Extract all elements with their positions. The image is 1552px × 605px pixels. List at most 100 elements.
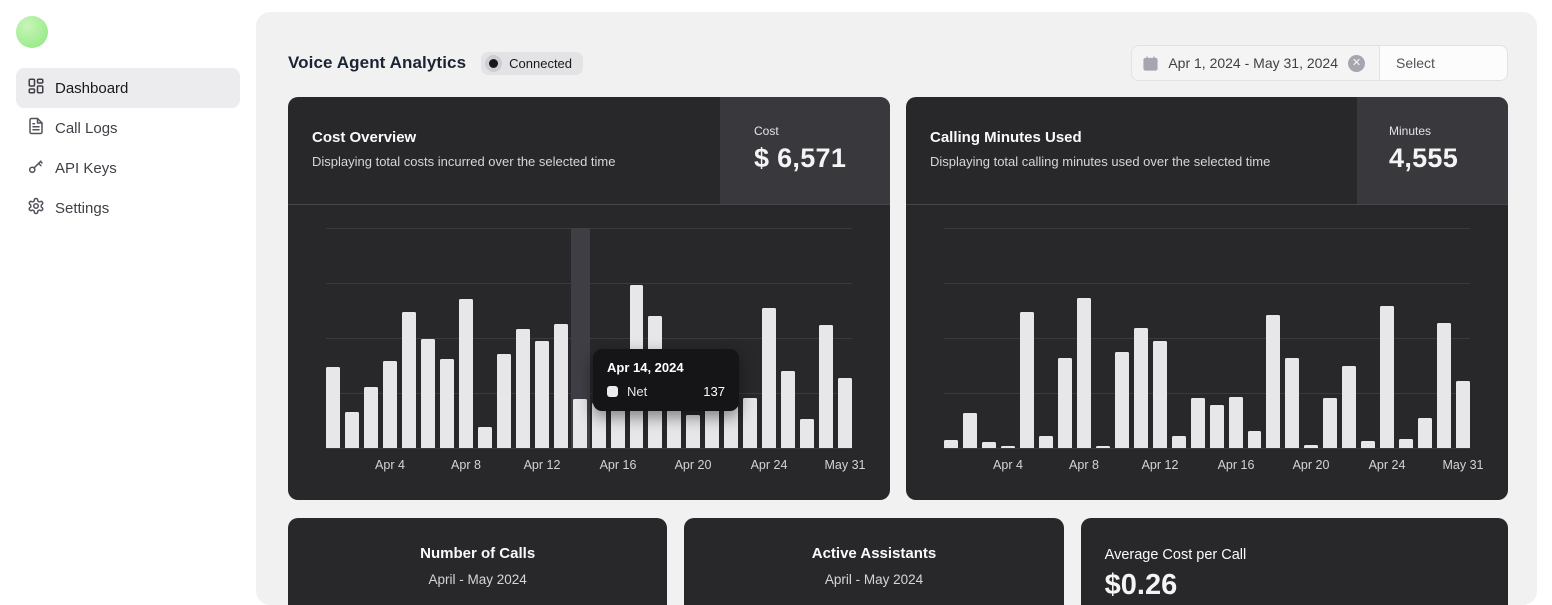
bar-apr-22[interactable] — [1342, 366, 1357, 448]
summary-title: Active Assistants — [811, 545, 937, 562]
bar-apr-1[interactable] — [944, 439, 958, 448]
avatar[interactable] — [16, 16, 48, 48]
bar-apr-12[interactable] — [534, 340, 549, 448]
sidebar-item-dashboard[interactable]: Dashboard — [16, 68, 240, 108]
summary-title: Average Cost per Call — [1104, 547, 1247, 563]
bar-apr-23[interactable] — [743, 398, 758, 448]
date-range-picker[interactable]: Apr 1, 2024 - May 31, 2024 ✕ — [1132, 46, 1379, 80]
x-tick-label: Apr 8 — [1069, 458, 1099, 472]
number-of-calls-card: Number of Calls April - May 2024 — [288, 518, 668, 605]
bar-apr-3[interactable] — [981, 442, 996, 448]
minutes-bar-chart[interactable]: Apr 4 Apr 8 Apr 12 Apr 16 Apr 20 Apr 24 May 31 — [906, 205, 1508, 500]
bar-apr-15[interactable] — [591, 403, 606, 448]
bar-apr-4[interactable] — [1000, 445, 1015, 448]
bar-apr-17[interactable] — [1247, 431, 1262, 448]
bar-apr-12[interactable] — [1152, 341, 1167, 448]
bar-apr-7[interactable] — [439, 358, 454, 448]
bar-apr-13[interactable] — [1171, 435, 1186, 448]
sidebar-nav: Dashboard Call Logs API Keys Settings — [16, 68, 240, 228]
stat-value: $ 6,571 — [754, 143, 847, 173]
bar-apr-19[interactable] — [1285, 358, 1300, 448]
x-tick-label: Apr 20 — [1292, 458, 1330, 472]
bar-apr-8[interactable] — [1076, 298, 1091, 448]
bar-apr-10[interactable] — [496, 353, 511, 448]
bar-may-31[interactable] — [1456, 381, 1471, 448]
calling-minutes-card: Calling Minutes Used Displaying total ca… — [906, 97, 1508, 500]
bar-apr-1[interactable] — [326, 367, 340, 448]
summary-row: Number of Calls April - May 2024 Active … — [288, 518, 1508, 605]
bar-apr-23[interactable] — [1361, 441, 1376, 448]
summary-subtitle: April - May 2024 — [428, 572, 527, 587]
bar-apr-7[interactable] — [1057, 358, 1072, 448]
bar-apr-24[interactable] — [1380, 306, 1395, 448]
status-badge: Connected — [481, 51, 584, 75]
clear-date-icon[interactable]: ✕ — [1348, 54, 1365, 72]
bar-apr-4[interactable] — [382, 360, 397, 448]
sidebar-item-call-logs[interactable]: Call Logs — [16, 108, 240, 148]
sidebar-item-settings[interactable]: Settings — [16, 188, 240, 228]
bar-apr-14[interactable] — [1190, 398, 1205, 448]
x-axis: Apr 4 Apr 8 Apr 12 Apr 16 Apr 20 Apr 24 May 31 — [326, 448, 865, 490]
bar-apr-24[interactable] — [762, 307, 777, 448]
average-cost-card: Average Cost per Call $0.26 — [1080, 518, 1508, 605]
stat-label: Minutes — [1389, 124, 1432, 138]
bar-apr-26[interactable] — [800, 419, 815, 448]
series-swatch-icon — [607, 386, 618, 397]
status-dot-icon — [485, 54, 503, 72]
sidebar-item-api-keys[interactable]: API Keys — [16, 148, 240, 188]
x-tick-label: May 31 — [824, 458, 866, 472]
bar-apr-20[interactable] — [1304, 445, 1319, 448]
bar-apr-11[interactable] — [515, 328, 530, 448]
bar-apr-16[interactable] — [1228, 397, 1243, 448]
gridline — [944, 228, 1470, 229]
bar-apr-20[interactable] — [686, 415, 701, 448]
bar-apr-6[interactable] — [1038, 435, 1053, 448]
cost-overview-header: Cost Overview Displaying total costs inc… — [288, 97, 890, 205]
bar-apr-3[interactable] — [363, 387, 378, 448]
x-tick-label: Apr 12 — [1141, 458, 1179, 472]
chart-tooltip: Apr 14, 2024 Net 137 — [593, 349, 739, 411]
chart-subtitle: Displaying total calling minutes used ov… — [930, 154, 1271, 169]
bar-apr-13[interactable] — [553, 323, 568, 448]
bar-apr-6[interactable] — [420, 338, 435, 448]
bar-apr-25[interactable] — [781, 370, 796, 448]
dashboard-icon — [27, 77, 45, 99]
bar-apr-14[interactable] — [572, 399, 587, 448]
date-select-button[interactable]: Select — [1379, 46, 1507, 80]
bar-apr-2[interactable] — [962, 413, 977, 448]
sidebar: Dashboard Call Logs API Keys Settings — [0, 0, 256, 605]
charts-row: Cost Overview Displaying total costs inc… — [288, 97, 1508, 500]
bar-apr-18[interactable] — [1266, 315, 1281, 448]
cost-bar-chart[interactable]: Apr 14, 2024 Net 137 Apr 4 Apr 8 Apr 12 Apr 16… — [288, 205, 890, 500]
bar-apr-5[interactable] — [401, 311, 416, 448]
stat-value: 4,555 — [1389, 143, 1459, 173]
date-range-value: Apr 1, 2024 - May 31, 2024 — [1168, 55, 1338, 71]
chart-title: Cost Overview — [312, 129, 417, 146]
bar-apr-26[interactable] — [1418, 417, 1433, 448]
page-title: Voice Agent Analytics — [288, 53, 467, 72]
x-tick-label: Apr 16 — [599, 458, 637, 472]
gridline — [944, 448, 1470, 449]
status-badge-label: Connected — [509, 55, 573, 71]
bar-apr-8[interactable] — [458, 298, 473, 448]
bar-apr-2[interactable] — [344, 412, 359, 448]
bar-apr-21[interactable] — [1323, 398, 1338, 448]
calling-minutes-header: Calling Minutes Used Displaying total ca… — [906, 97, 1508, 205]
bar-apr-25[interactable] — [1399, 438, 1414, 448]
summary-title: Number of Calls — [420, 545, 536, 562]
bar-apr-15[interactable] — [1209, 405, 1224, 448]
bar-apr-10[interactable] — [1114, 352, 1129, 448]
chart-title: Calling Minutes Used — [930, 129, 1082, 146]
x-tick-label: Apr 4 — [375, 458, 405, 472]
bar-apr-9[interactable] — [477, 427, 492, 448]
gridline — [944, 283, 1470, 284]
x-tick-label: Apr 16 — [1217, 458, 1255, 472]
x-tick-label: May 31 — [1442, 458, 1484, 472]
bar-apr-9[interactable] — [1095, 445, 1110, 448]
bar-apr-5[interactable] — [1019, 312, 1034, 448]
summary-value: $0.26 — [1104, 569, 1178, 601]
bar-apr-11[interactable] — [1133, 328, 1148, 448]
bar-apr-27[interactable] — [1437, 323, 1452, 448]
bar-apr-27[interactable] — [819, 324, 834, 448]
bar-may-31[interactable] — [838, 377, 853, 448]
